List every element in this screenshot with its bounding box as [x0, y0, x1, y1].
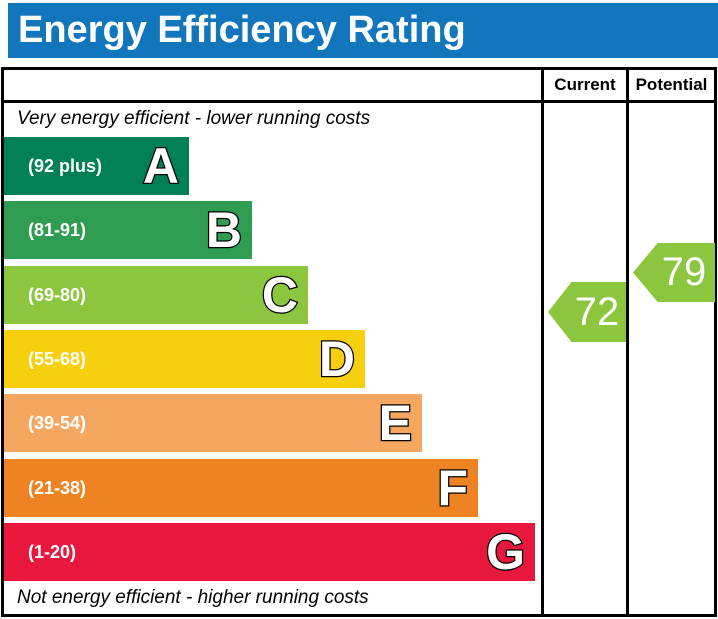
band-letter: C	[261, 266, 300, 325]
page-title: Energy Efficiency Rating	[18, 9, 466, 51]
column-header-current: Current	[554, 75, 616, 94]
band-letter: A	[142, 137, 181, 196]
potential-rating-arrow: 79	[633, 243, 715, 302]
band-range-label: (55-68)	[28, 348, 87, 369]
band-letter: E	[377, 394, 413, 453]
band-row-d: (55-68) D	[4, 330, 365, 388]
column-header-potential: Potential	[635, 75, 708, 94]
band-row-f: (21-38) F	[4, 459, 478, 517]
band-range-label: (69-80)	[28, 284, 87, 305]
title-banner: Energy Efficiency Rating	[8, 3, 718, 58]
column-divider-potential	[626, 67, 629, 617]
band-row-e: (39-54) E	[4, 394, 422, 452]
current-rating-value: 72	[574, 289, 620, 334]
header-divider-line	[1, 100, 717, 103]
potential-rating-value: 79	[661, 250, 707, 294]
band-range-label: (39-54)	[28, 412, 87, 433]
band-range-label: (21-38)	[28, 477, 87, 498]
band-letter: F	[436, 459, 469, 518]
band-row-g: (1-20) G	[4, 523, 535, 581]
rating-table-frame	[1, 67, 717, 617]
band-range-label: (81-91)	[28, 219, 87, 240]
band-row-a: (92 plus) A	[4, 137, 189, 195]
band-range-label: (92 plus)	[28, 155, 103, 176]
column-divider-current	[541, 67, 544, 617]
band-row-b: (81-91) B	[4, 201, 252, 259]
band-letter: D	[318, 330, 357, 389]
caption-very-efficient: Very energy efficient - lower running co…	[17, 108, 371, 129]
band-range-label: (1-20)	[28, 541, 77, 562]
band-letter: G	[485, 523, 526, 582]
band-row-c: (69-80) C	[4, 266, 308, 324]
caption-not-efficient: Not energy efficient - higher running co…	[17, 587, 369, 608]
band-letter: B	[205, 201, 244, 260]
